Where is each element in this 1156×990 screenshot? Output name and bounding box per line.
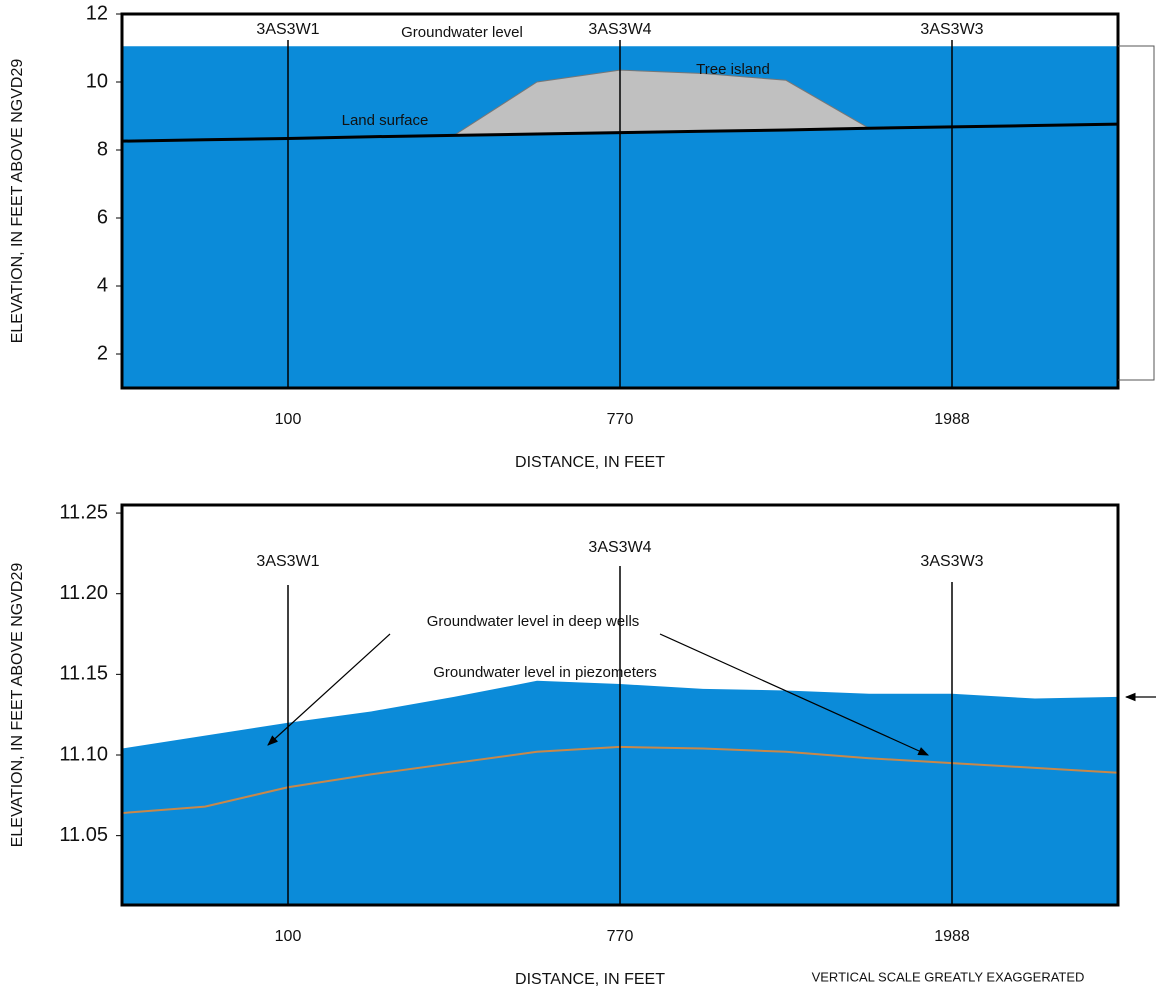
plot-frame — [120, 503, 1120, 907]
y-tick-label: 10 — [86, 70, 108, 92]
x-tick-label: 1988 — [934, 928, 970, 945]
well-name: 3AS3W3 — [920, 553, 983, 570]
series-label: Groundwater level in deep wells — [427, 613, 640, 630]
well-name: 3AS3W3 — [920, 21, 983, 38]
y-tick-label: 11.10 — [59, 743, 108, 765]
well-name: 3AS3W4 — [588, 21, 651, 38]
y-tick-label: 12 — [86, 2, 108, 24]
x-tick-label: 770 — [607, 928, 634, 945]
y-tick-label: 8 — [97, 138, 108, 160]
y-tick-label: 2 — [97, 342, 108, 364]
y-tick-label: 11.05 — [59, 824, 108, 846]
well-name: 3AS3W1 — [256, 21, 319, 38]
x-tick-label: 100 — [275, 928, 302, 945]
x-axis-label: DISTANCE, IN FEET — [515, 454, 665, 471]
pointer-arrow — [659, 633, 929, 756]
y-axis-label: ELEVATION, IN FEET ABOVE NGVD29 — [9, 59, 26, 344]
x-tick-label: 770 — [607, 411, 634, 428]
well-name: 3AS3W4 — [588, 539, 651, 556]
y-tick-label: 11.15 — [59, 663, 108, 685]
y-tick-label: 6 — [97, 206, 108, 228]
well-name: 3AS3W1 — [256, 553, 319, 570]
series-label: Tree island — [696, 61, 770, 78]
y-tick-label: 11.20 — [59, 582, 108, 604]
x-tick-label: 100 — [275, 411, 302, 428]
plot-frame — [120, 12, 1120, 390]
x-tick-label: 1988 — [934, 411, 970, 428]
series-label: Groundwater level — [401, 24, 523, 41]
y-axis-label: ELEVATION, IN FEET ABOVE NGVD29 — [9, 563, 26, 848]
bracket — [1118, 45, 1155, 381]
x-axis-label: DISTANCE, IN FEET — [515, 971, 665, 988]
series-label: Groundwater level in piezometers — [433, 664, 656, 681]
series-label: Land surface — [342, 112, 429, 129]
y-tick-label: 4 — [97, 274, 108, 296]
pointer-arrow — [267, 633, 391, 746]
note: VERTICAL SCALE GREATLY EXAGGERATED — [812, 969, 1085, 984]
y-tick-label: 11.25 — [59, 501, 108, 523]
